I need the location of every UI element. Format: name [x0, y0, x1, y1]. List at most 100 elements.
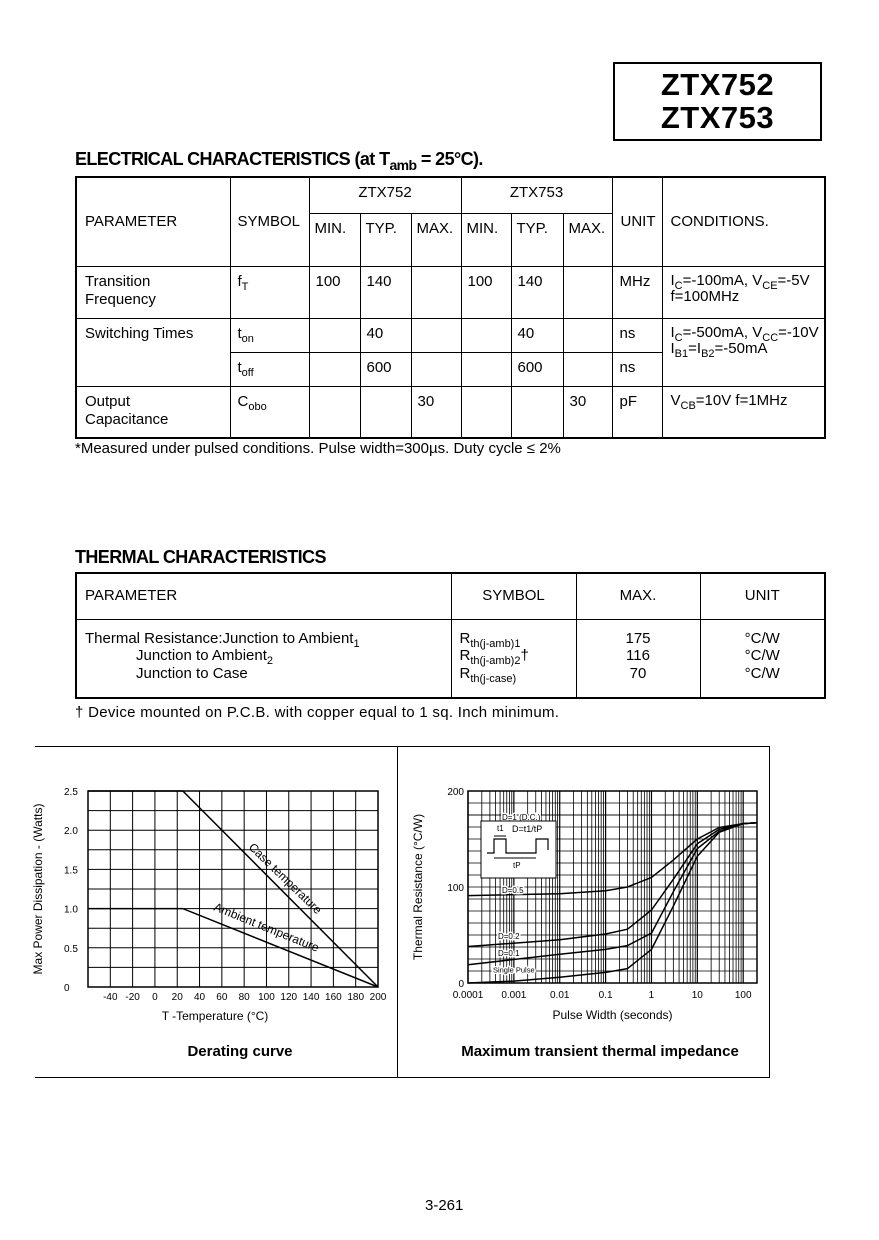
x-axis-label: Pulse Width (seconds) [552, 1008, 672, 1022]
subscript: obo [248, 400, 267, 413]
subscript: CB [680, 399, 696, 412]
transient-thermal-impedance-chart: 0.0001 0.001 0.01 0.1 1 10 100 0 100 200 Pulse Wid… [411, 787, 758, 1022]
y-tick-label: 2.0 [64, 826, 78, 837]
electrical-heading: ELECTRICAL CHARACTERISTICS (at Tamb = 25… [75, 149, 483, 173]
thermal-impedance-title: Maximum transient thermal impedance [461, 1043, 739, 1060]
x-tick-label: 180 [347, 992, 364, 1003]
value-cell [562, 265, 613, 319]
x-tick-label: 0.0001 [453, 990, 484, 1001]
subscript: 2 [266, 655, 274, 667]
max-value: 116 [626, 647, 650, 664]
series-label: D=1 (D.C.) [502, 813, 541, 822]
header-max: MAX. [575, 572, 701, 620]
text-segment: t [237, 324, 242, 342]
subscript: off [241, 366, 254, 379]
header-symbol: SYMBOL [229, 176, 310, 267]
y-tick-label: 2.5 [64, 787, 78, 798]
x-tick-label: 80 [239, 992, 251, 1003]
header-row: PARAMETER SYMBOL ZTX752 ZTX753 UNIT COND… [75, 176, 826, 267]
symbol-cell: ton [229, 317, 310, 353]
series-line [88, 790, 379, 988]
x-tick-label: 140 [303, 992, 320, 1003]
series-label: D=0.2 [498, 932, 520, 941]
subscript: B1 [674, 347, 689, 360]
text-segment: C [237, 392, 249, 410]
x-tick-label: 40 [194, 992, 206, 1003]
x-tick-label: 20 [172, 992, 184, 1003]
x-tick-label: 100 [258, 992, 275, 1003]
header-max: MAX. [562, 212, 613, 267]
thermal-characteristics-table: PARAMETER SYMBOL MAX. UNIT Thermal Resis… [75, 572, 826, 699]
value-cell: 600 [510, 351, 564, 387]
subscript: CC [762, 331, 779, 344]
value-cell: 140 [359, 265, 412, 319]
subscript: T [241, 280, 249, 293]
symbol-cell: Cobo [229, 385, 310, 439]
subscript: C [674, 279, 683, 292]
table-row: Thermal Resistance:Junction to Ambient1 J… [75, 618, 826, 699]
header-parameter: PARAMETER [75, 572, 452, 620]
pulse-waveform [487, 838, 549, 854]
text-segment: R [459, 629, 471, 647]
x-tick-label: 1 [649, 990, 655, 1001]
y-axis-label: Thermal Resistance (°C/W) [411, 814, 425, 960]
unit-cell: ns [611, 317, 663, 353]
unit-cell: °C/W °C/W °C/W [699, 618, 826, 699]
value-cell [510, 385, 564, 439]
subscript: 1 [353, 637, 360, 650]
text-segment: =-5V [777, 271, 810, 289]
value-cell [410, 351, 462, 387]
table-row: Switching Times ton 40 40 ns IC=-500mA, VCC=-… [75, 317, 826, 387]
series-line [88, 907, 379, 988]
header-unit: UNIT [611, 176, 663, 267]
text-segment: =-10V [778, 323, 819, 341]
series-label: Case temperature [246, 840, 325, 917]
symbol-line: Rth(j-case) [460, 665, 576, 685]
electrical-footnote: *Measured under pulsed conditions. Pulse… [75, 440, 561, 457]
heading-text: ELECTRICAL CHARACTERISTICS (at T [75, 149, 390, 169]
x-axis-label: T -Temperature (°C) [162, 1009, 269, 1023]
header-ztx753: ZTX753 [460, 176, 613, 214]
heading-sub: amb [389, 157, 417, 173]
parameter-line: Junction to Ambient2 [85, 647, 451, 667]
y-label-group: Max Power Dissipation - (Watts) [31, 804, 45, 975]
parameter-line: Thermal Resistance:Junction to Ambient1 [85, 630, 451, 650]
value-cell: 100 [460, 265, 512, 319]
header-unit: UNIT [699, 572, 826, 620]
text-segment: =-100mA, V [682, 271, 763, 289]
series-line [467, 821, 758, 948]
series-label: Single Pulse [493, 965, 535, 974]
header-symbol: SYMBOL [450, 572, 577, 620]
value-cell: 140 [510, 265, 564, 319]
x-tick-label: 0.01 [550, 990, 570, 1001]
y-axis-label: Max Power Dissipation - (Watts) [31, 804, 45, 975]
plot-area [467, 790, 758, 984]
y-tick-label: 0 [458, 979, 464, 990]
header-max: MAX. [410, 212, 462, 267]
text-segment: =-500mA, V [682, 323, 763, 341]
inset-formula: D=t1/tP [512, 824, 542, 834]
text-segment: R [459, 647, 471, 664]
charts-divider [397, 746, 398, 1077]
value-cell [460, 317, 512, 353]
parameter-cell: Thermal Resistance:Junction to Ambient1 J… [75, 618, 452, 699]
inset-t1-label: t1 [497, 824, 504, 833]
conditions-cell: IC=-500mA, VCC=-10V IB1=IB2=-50mA [661, 317, 826, 387]
subscript: C [674, 331, 683, 344]
x-tick-label: -40 [103, 992, 118, 1003]
subscript: th(j-case) [470, 672, 517, 685]
x-tick-label: 10 [692, 990, 704, 1001]
x-tick-label: 160 [325, 992, 342, 1003]
header-typ: TYP. [359, 212, 412, 267]
y-tick-label: 1.5 [64, 865, 78, 876]
value-cell [308, 385, 361, 439]
unit-value: °C/W [744, 629, 780, 647]
subscript: CE [762, 279, 778, 292]
x-tick-label: 0 [152, 992, 158, 1003]
value-cell: 600 [359, 351, 412, 387]
thermal-footnote: † Device mounted on P.C.B. with copper e… [75, 704, 560, 721]
value-cell: 40 [359, 317, 412, 353]
symbol-line: Rth(j-amb)2† [459, 647, 576, 667]
subscript: on [241, 332, 254, 345]
value-cell [308, 317, 361, 353]
